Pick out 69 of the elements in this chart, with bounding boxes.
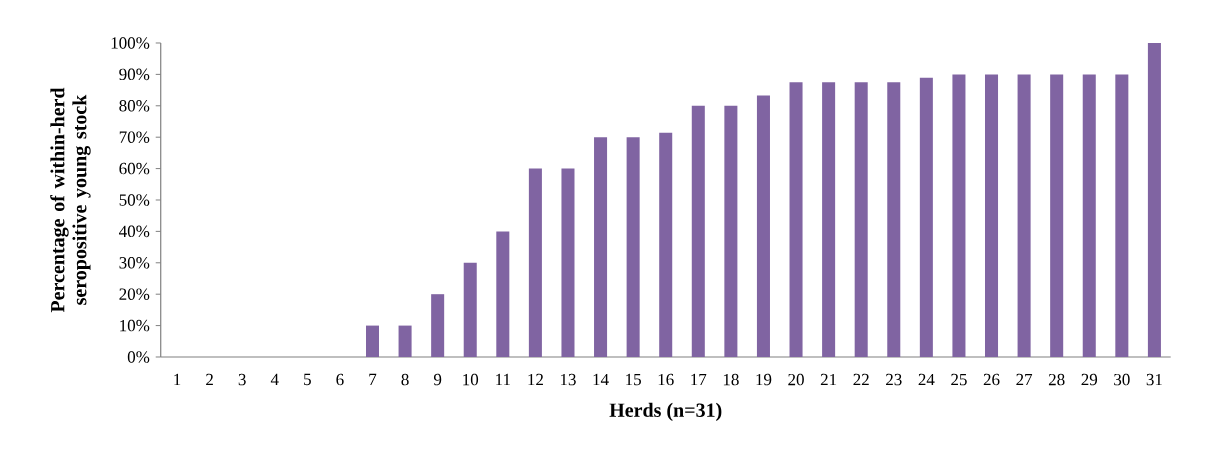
bar: [952, 74, 966, 357]
bar: [1115, 74, 1129, 357]
bar: [496, 231, 510, 357]
x-axis-title: Herds (n=31): [609, 402, 722, 421]
bar: [398, 325, 412, 357]
bar: [561, 168, 575, 357]
bar: [594, 137, 608, 357]
y-tick-label: 70%: [119, 131, 150, 143]
bar: [854, 82, 868, 357]
x-tick-label: 17: [691, 373, 707, 386]
bar: [1017, 74, 1031, 357]
bar: [626, 137, 640, 357]
x-tick-label: 15: [626, 373, 641, 386]
x-tick-label: 20: [788, 373, 804, 386]
bar: [789, 82, 803, 357]
x-tick-label: 12: [528, 373, 543, 386]
bar: [463, 262, 477, 357]
bar: [724, 105, 738, 357]
x-tick-label: 4: [270, 373, 279, 386]
x-tick-label: 2: [206, 373, 213, 386]
bar: [1050, 74, 1064, 357]
bar: [919, 77, 933, 357]
x-tick-label: 11: [496, 373, 510, 386]
x-tick-label: 31: [1146, 373, 1162, 386]
y-tick-label: 30%: [119, 257, 150, 269]
bar: [365, 325, 380, 357]
y-tick-label: 40%: [119, 225, 150, 238]
x-tick-label: 26: [983, 373, 1000, 386]
y-tick-label: 0%: [127, 351, 150, 363]
y-tick-label: 10%: [120, 319, 150, 332]
bar: [985, 74, 999, 357]
x-tick-label: 16: [658, 373, 674, 386]
bar: [1082, 74, 1096, 357]
x-tick-label: 18: [723, 373, 739, 386]
y-tick-label: 90%: [119, 68, 150, 81]
y-axis-title: Percentage of within-herd seropositive young stock: [50, 87, 91, 313]
x-tick-label: 8: [401, 373, 409, 386]
bar: [691, 105, 705, 357]
bar: [431, 294, 445, 357]
x-tick-label: 22: [853, 373, 869, 386]
x-tick-label: 30: [1114, 373, 1130, 386]
bar: [528, 168, 542, 357]
x-tick-label: 9: [433, 373, 442, 386]
x-tick-label: 3: [238, 373, 246, 386]
x-tick-label: 23: [886, 373, 902, 386]
x-tick-label: 25: [951, 373, 967, 386]
x-tick-label: 27: [1016, 373, 1033, 386]
x-tick-label: 21: [820, 373, 837, 386]
y-tick-label: 60%: [119, 162, 150, 175]
y-tick-label: 100%: [111, 37, 150, 49]
x-tick-label: 1: [174, 373, 181, 386]
x-tick-label: 29: [1081, 373, 1098, 386]
bar: [887, 82, 901, 357]
x-tick-label: 19: [756, 373, 772, 386]
x-tick-label: 6: [336, 373, 344, 386]
x-tick-label: 13: [560, 373, 576, 386]
bar: [659, 132, 673, 357]
bar: [756, 95, 770, 357]
y-tick-label: 80%: [119, 100, 150, 112]
x-tick-label: 10: [463, 373, 479, 386]
y-tick-label: 20%: [119, 288, 150, 300]
x-tick-label: 24: [918, 373, 935, 386]
bar: [822, 82, 836, 357]
x-tick-label: 5: [304, 373, 311, 386]
y-tick-label: 50%: [119, 194, 150, 206]
bar: [1147, 42, 1161, 357]
x-tick-label: 7: [369, 373, 377, 385]
x-tick-label: 14: [593, 373, 609, 386]
x-tick-label: 28: [1048, 373, 1065, 386]
